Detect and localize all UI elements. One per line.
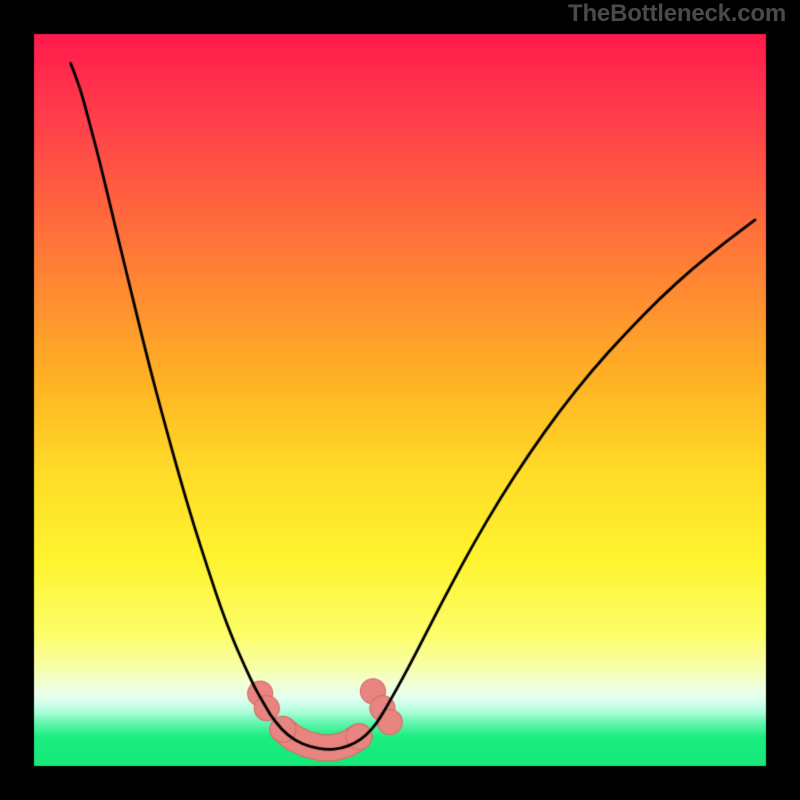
chart-container: TheBottleneck.com [0, 0, 800, 800]
watermark-text: TheBottleneck.com [568, 0, 786, 28]
bottleneck-chart-canvas [0, 0, 800, 800]
